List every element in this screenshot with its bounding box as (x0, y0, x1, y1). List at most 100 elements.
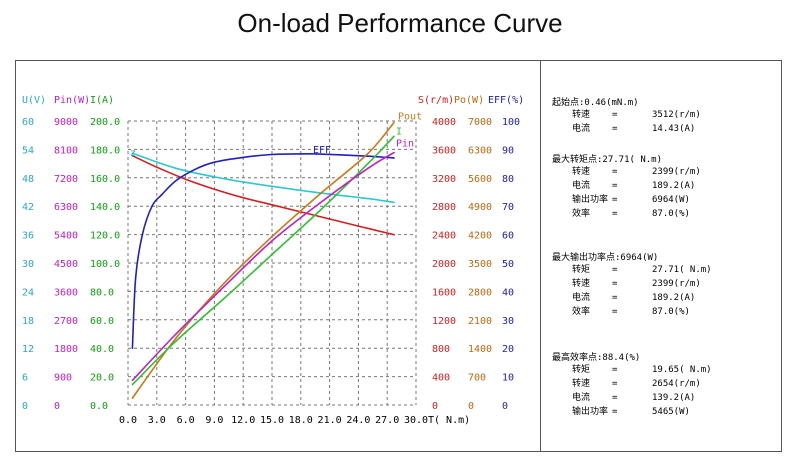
info-row-key: 电流 (572, 393, 591, 403)
x-tick-label: 21.0 (318, 415, 342, 426)
info-row-equals: = (612, 365, 618, 375)
data-point-s (271, 203, 273, 206)
left-axis-tick: 7200 (54, 174, 78, 185)
left-axis-tick: 100.0 (90, 259, 120, 270)
data-point-eff (367, 155, 369, 158)
data-point-s (242, 196, 244, 199)
right-axis-tick: 60 (502, 231, 514, 242)
left-axis-tick: 18 (22, 316, 34, 327)
info-row-key: 转速 (572, 379, 591, 389)
series-label-eff: EFF (313, 145, 331, 156)
info-row-equals: = (612, 407, 618, 417)
left-axis-tick: 160.0 (90, 174, 120, 185)
info-row-value: 6964(W) (652, 195, 690, 205)
data-point-eff (271, 153, 273, 156)
info-row-value: 139.2(A) (652, 393, 696, 403)
data-point-pin (271, 240, 273, 242)
data-point-pin (319, 202, 321, 204)
data-point-pout (175, 337, 177, 339)
x-tick-label: 24.0 (346, 415, 370, 426)
info-row-value: 2399(r/m) (652, 167, 701, 177)
data-point-u (271, 185, 273, 188)
right-axis-tick: 100 (502, 117, 520, 128)
data-point-i (131, 383, 134, 386)
data-point-pout (393, 121, 395, 124)
info-row-equals: = (612, 181, 618, 191)
info-row-key: 转矩 (572, 265, 591, 275)
data-point-u (393, 201, 395, 204)
left-axis-title: I(A) (90, 95, 114, 106)
info-row-value: 87.0(%) (652, 209, 690, 219)
info-row-equals: = (612, 124, 618, 134)
data-point-i (175, 340, 177, 342)
data-point-eff (175, 179, 177, 182)
left-axis-tick: 0 (54, 401, 60, 412)
x-tick-label: 6.0 (177, 415, 195, 426)
page-title: On-load Performance Curve (237, 8, 563, 38)
right-axis-tick: 2800 (468, 287, 492, 298)
data-point-i (367, 162, 369, 165)
left-axis-tick: 180.0 (90, 145, 120, 156)
left-axis-tick: 1800 (54, 344, 78, 355)
info-row-key: 转速 (572, 279, 591, 289)
right-axis-tick: 3200 (432, 174, 456, 185)
info-row-value: 87.0(%) (652, 307, 690, 317)
info-row-key: 电流 (572, 293, 591, 303)
info-section-heading: 最大转矩点:27.71( N.m) (552, 155, 663, 165)
right-axis-tick: 1600 (432, 287, 456, 298)
right-axis-tick: 4900 (468, 202, 492, 213)
info-row-equals: = (612, 379, 618, 389)
right-axis-tick: 80 (502, 174, 514, 185)
right-axis-tick: 800 (432, 344, 450, 355)
left-axis-tick: 6 (22, 373, 28, 384)
data-point-pout (367, 152, 369, 155)
left-axis-tick: 42 (22, 202, 34, 213)
right-axis-tick: 3600 (432, 145, 456, 156)
info-row: 电流 = 14.43(A) (572, 123, 695, 135)
data-point-pin (393, 151, 395, 154)
data-point-eff (131, 347, 134, 350)
right-axis-tick: 70 (502, 202, 514, 213)
left-axis-tick: 2700 (54, 316, 78, 327)
info-row: 转矩 = 27.71( N.m) (572, 264, 712, 276)
data-point-s (213, 188, 216, 190)
left-axis-tick: 3600 (54, 287, 78, 298)
left-axis-tick: 200.0 (90, 117, 120, 128)
data-point-s (357, 225, 360, 227)
left-axis-tick: 60.0 (90, 316, 114, 327)
data-point-pin (223, 285, 225, 288)
x-tick-label: 9.0 (205, 415, 223, 426)
right-axis-tick: 0 (432, 401, 438, 412)
info-row-key: 输出功率 (572, 195, 609, 205)
data-point-s (131, 154, 134, 157)
info-row: 电流 = 189.2(A) (572, 180, 695, 192)
info-row-value: 14.43(A) (652, 124, 696, 134)
info-section-heading: 最高效率点:88.4(%) (552, 353, 641, 363)
x-tick-label: 18.0 (289, 415, 313, 426)
info-row: 转速 = 2399(r/m) (572, 278, 701, 290)
data-point-i (393, 135, 395, 138)
right-axis-title: S(r/m) (418, 95, 454, 106)
right-axis-tick: 4000 (432, 117, 456, 128)
series-label-i: I (396, 126, 402, 137)
left-axis-tick: 80.0 (90, 287, 114, 298)
info-row-equals: = (612, 265, 618, 275)
data-point-pin (131, 379, 134, 382)
right-axis-title: EFF(%) (488, 95, 524, 106)
info-row-key: 转速 (572, 167, 591, 177)
right-axis-tick: 1400 (468, 344, 492, 355)
data-point-eff (242, 156, 244, 159)
data-point-eff (213, 161, 216, 163)
left-axis-tick: 40.0 (90, 344, 114, 355)
data-point-pin (367, 167, 369, 170)
panel-divider (540, 60, 541, 452)
data-point-i (223, 297, 225, 300)
x-axis-label: T( N.m) (428, 415, 470, 426)
series-line-pout (131, 121, 395, 399)
data-point-i (271, 253, 273, 256)
data-point-eff (134, 276, 137, 279)
start-marker: z (130, 148, 136, 159)
left-axis-tick: 48 (22, 174, 34, 185)
info-row-value: 189.2(A) (652, 293, 696, 303)
right-axis-tick: 7000 (468, 117, 492, 128)
